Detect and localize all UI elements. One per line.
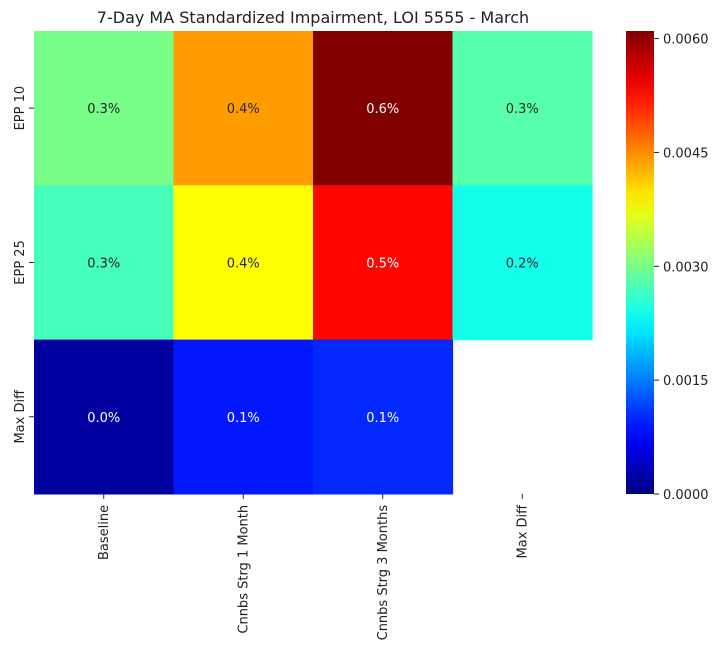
heatmap-cell [452, 185, 593, 341]
cell-label: 0.3% [506, 102, 539, 117]
cell-label: 0.4% [227, 256, 260, 271]
chart-title: 7-Day MA Standardized Impairment, LOI 55… [97, 8, 529, 27]
heatmap-cell [313, 185, 454, 341]
cell-label: 0.1% [366, 411, 399, 426]
colorbar-tick-label: 0.0060 [663, 33, 709, 48]
colorbar-tick-label: 0.0030 [663, 260, 709, 275]
heatmap-cell [313, 339, 454, 495]
cell-label: 0.6% [366, 102, 399, 117]
x-tick-label: Baseline [97, 505, 112, 560]
cell-label: 0.1% [227, 411, 260, 426]
colorbar-tick-label: 0.0000 [663, 488, 709, 503]
x-axis: Baseline Cnnbs Strg 1 Month Cnnbs Strg 3 M… [97, 493, 530, 641]
cell-label: 0.2% [506, 256, 539, 271]
heatmap-cell [173, 185, 314, 341]
colorbar-gradient [626, 31, 654, 494]
heatmap-cell [173, 31, 314, 186]
heatmap-cell [452, 31, 593, 186]
heatmap-cell [34, 339, 175, 495]
cell-label: 0.3% [87, 256, 120, 271]
cell-label: 0.0% [87, 411, 120, 426]
colorbar-tick-label: 0.0015 [663, 374, 709, 389]
heatmap-cells: 0.3% 0.4% 0.6% 0.3% 0.3% 0.4% 0.5% 0.2% 0.0% 0.1%… [34, 31, 593, 495]
heatmap-cell [34, 31, 175, 186]
heatmap-cell [34, 185, 175, 341]
cell-label: 0.4% [227, 102, 260, 117]
x-tick-label: Cnnbs Strg 3 Months [376, 505, 391, 641]
colorbar-tick-label: 0.0045 [663, 146, 709, 161]
y-tick-label: EPP 10 [13, 86, 28, 131]
x-tick-label: Cnnbs Strg 1 Month [236, 505, 251, 634]
heatmap-cell [173, 339, 314, 495]
y-tick-label: EPP 25 [13, 240, 28, 285]
cell-label: 0.3% [87, 102, 120, 117]
x-tick-label: Max Diff [515, 504, 530, 559]
y-axis: EPP 10 EPP 25 Max Diff [13, 86, 34, 444]
cell-label: 0.5% [366, 256, 399, 271]
y-tick-label: Max Diff [13, 389, 28, 444]
colorbar: 0.0000 0.0015 0.0030 0.0045 0.0060 [626, 31, 709, 503]
heatmap-cell [313, 31, 454, 186]
